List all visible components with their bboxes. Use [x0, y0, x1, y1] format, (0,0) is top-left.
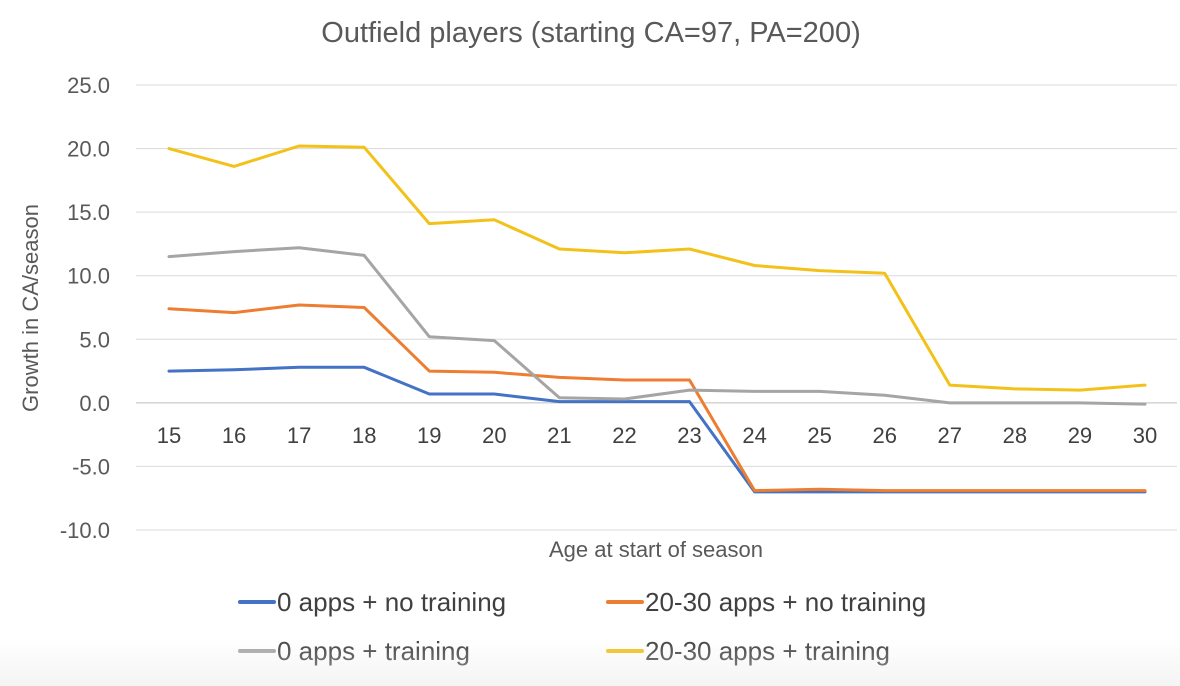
y-tick-label: 10.0	[67, 264, 110, 289]
legend-label-20-30-apps-no-training: 20-30 apps + no training	[645, 587, 926, 617]
x-tick-label: 21	[547, 423, 571, 448]
x-tick-label: 15	[157, 423, 181, 448]
gridlines	[136, 84, 1177, 531]
x-tick-label: 16	[222, 423, 246, 448]
y-tick-label: 25.0	[67, 73, 110, 98]
x-tick-label: 25	[807, 423, 831, 448]
chart-title: Outfield players (starting CA=97, PA=200…	[321, 17, 860, 49]
x-tick-label: 20	[482, 423, 506, 448]
x-tick-label: 23	[677, 423, 701, 448]
x-axis-label: Age at start of season	[549, 537, 763, 562]
y-tick-label: 0.0	[79, 391, 110, 416]
legend-label-0-apps-training: 0 apps + training	[277, 636, 470, 666]
x-tick-label: 19	[417, 423, 441, 448]
y-tick-label: -10.0	[60, 518, 110, 543]
x-tick-label: 24	[742, 423, 766, 448]
series-line-20-30-apps-training	[167, 144, 1147, 392]
y-axis-ticks: 25.0 20.0 15.0 10.0 5.0 0.0 -5.0 -10.0	[60, 73, 110, 543]
series-lines	[167, 144, 1147, 494]
legend-label-20-30-apps-training: 20-30 apps + training	[645, 636, 890, 666]
series-line-0-apps-no-training	[167, 365, 1147, 494]
x-tick-label: 18	[352, 423, 376, 448]
x-tick-label: 27	[938, 423, 962, 448]
y-tick-label: 20.0	[67, 137, 110, 162]
y-tick-label: 15.0	[67, 200, 110, 225]
x-tick-label: 22	[612, 423, 636, 448]
y-tick-label: 5.0	[79, 327, 110, 352]
legend: 0 apps + no training 20-30 apps + no trai…	[238, 587, 926, 666]
x-axis-ticks: 15 16 17 18 19 20 21 22 23 24 25 26 27 28 29 30	[157, 423, 1157, 448]
series-line-0-apps-training	[167, 246, 1147, 406]
legend-label-0-apps-no-training: 0 apps + no training	[277, 587, 506, 617]
x-tick-label: 29	[1068, 423, 1092, 448]
series-line-20-30-apps-no-training	[167, 303, 1147, 493]
x-tick-label: 17	[287, 423, 311, 448]
y-axis-label: Growth in CA/season	[18, 204, 43, 412]
y-tick-label: -5.0	[72, 454, 110, 479]
x-tick-label: 28	[1003, 423, 1027, 448]
x-tick-label: 26	[872, 423, 896, 448]
x-tick-label: 30	[1133, 423, 1157, 448]
